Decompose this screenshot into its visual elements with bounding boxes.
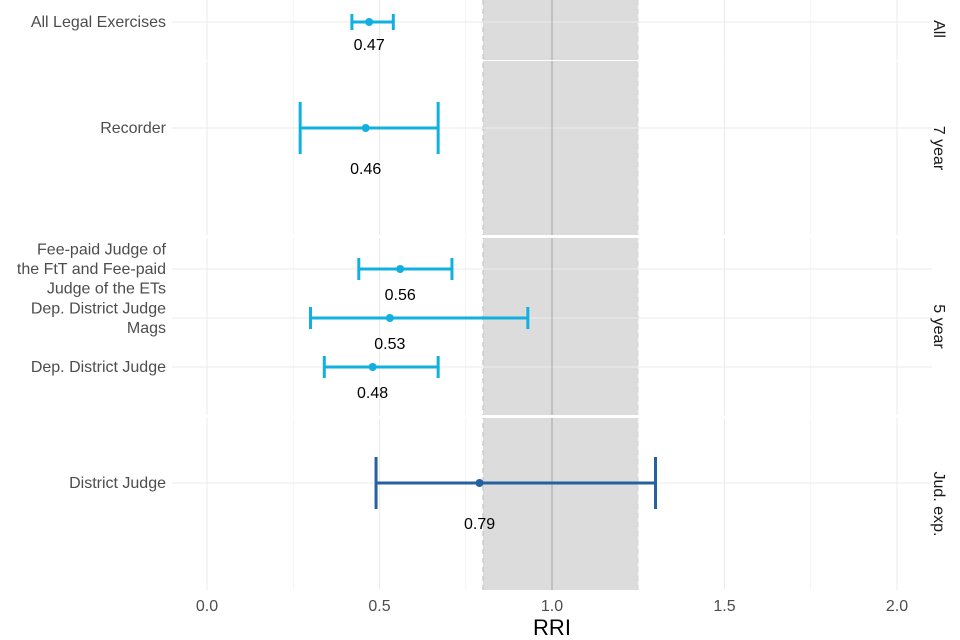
value-label: 0.79 — [464, 516, 495, 533]
estimate-point — [475, 479, 484, 487]
category-label: Dep. District Judge — [31, 359, 166, 376]
value-label: 0.48 — [357, 385, 388, 402]
value-label: 0.56 — [385, 287, 416, 304]
category-label: All Legal Exercises — [31, 14, 166, 31]
reference-band — [483, 0, 639, 590]
category-label: District Judge — [69, 475, 166, 492]
panel-strip-label: All — [930, 20, 947, 38]
estimate-point — [365, 18, 374, 26]
category-label-layer: All Legal Exercises Recorder Fee-paid Judg… — [17, 14, 167, 492]
value-label: 0.53 — [374, 336, 405, 353]
category-label: Mags — [127, 320, 166, 337]
x-tick-label: 1.0 — [541, 598, 563, 615]
panel-strip-label: 7 year — [930, 126, 947, 171]
x-tick-label: 1.5 — [713, 598, 735, 615]
estimate-point — [361, 124, 370, 132]
x-tick-label: 2.0 — [886, 598, 908, 615]
panel-gap-0 — [172, 60, 932, 61]
forest-row-0: 0.47 — [350, 14, 395, 54]
category-label: Judge of the ETs — [47, 281, 166, 298]
category-label: the FtT and Fee-paid — [17, 261, 166, 278]
panel-gap-1 — [172, 235, 932, 238]
value-label: 0.47 — [354, 37, 385, 54]
x-tick-label: 0.0 — [196, 598, 218, 615]
panel-gap-layer — [172, 60, 932, 418]
panel-strip-layer: All 7 year 5 year Jud. exp. — [930, 20, 947, 536]
forest-row-3: 0.53 — [309, 307, 530, 353]
panel-strip-label: 5 year — [930, 304, 947, 349]
forest-row-2: 0.56 — [357, 258, 454, 304]
marks-layer: 0.47 0.46 0.56 0.53 0.48 0.79 — [298, 14, 657, 533]
x-tick-label: 0.5 — [368, 598, 390, 615]
value-label: 0.46 — [350, 161, 381, 178]
estimate-point — [396, 265, 405, 273]
forest-row-5: 0.79 — [374, 457, 657, 533]
estimate-point — [368, 363, 377, 371]
estimate-point — [385, 314, 394, 322]
panel-gap-2 — [172, 415, 932, 418]
category-label: Fee-paid Judge of — [37, 242, 167, 259]
category-label: Dep. District Judge — [31, 300, 166, 317]
x-axis-title: RRI — [533, 615, 571, 640]
forest-row-1: 0.46 — [298, 102, 440, 178]
category-label: Recorder — [100, 120, 166, 137]
panel-strip-label: Jud. exp. — [930, 472, 947, 537]
forest-row-4: 0.48 — [322, 356, 440, 402]
x-axis-layer: 0.0 0.5 1.0 1.5 2.0 — [196, 598, 908, 615]
reference-band-layer — [482, 0, 639, 590]
